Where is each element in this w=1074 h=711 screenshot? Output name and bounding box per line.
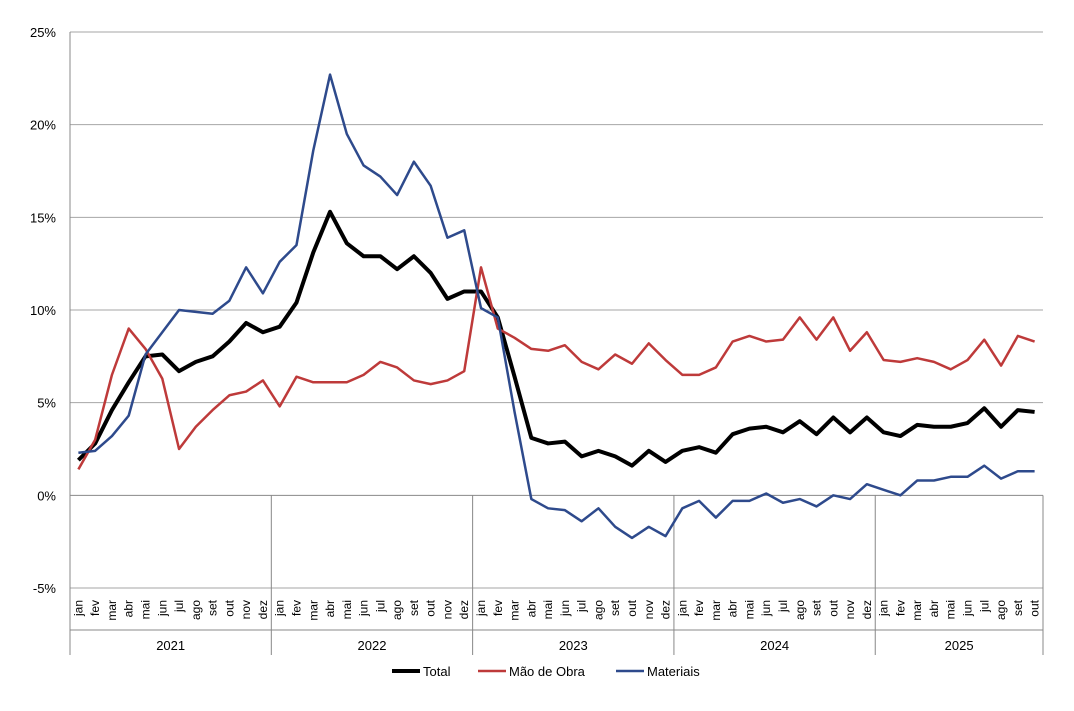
month-label: jun (357, 600, 371, 617)
month-label: set (1011, 599, 1025, 616)
y-tick-label: -5% (33, 581, 57, 596)
month-label: ago (390, 600, 404, 620)
month-label: jan (71, 600, 85, 617)
month-label: mar (508, 600, 522, 621)
y-tick-label: 15% (30, 210, 56, 225)
month-label: jun (558, 600, 572, 617)
month-label: mai (742, 600, 756, 619)
month-label: fev (893, 600, 907, 616)
y-tick-label: 20% (30, 118, 56, 133)
month-label: jan (675, 600, 689, 617)
month-label: jul (575, 600, 589, 613)
month-label: nov (642, 600, 656, 619)
month-label: out (222, 599, 236, 616)
month-label: dez (659, 600, 673, 619)
month-label: fev (88, 600, 102, 616)
month-label: mai (138, 600, 152, 619)
month-label: fev (692, 600, 706, 616)
month-label: jun (961, 600, 975, 617)
year-label: 2021 (156, 638, 185, 653)
year-label: 2024 (760, 638, 789, 653)
month-label: ago (994, 600, 1008, 620)
month-label: abr (323, 600, 337, 617)
month-label: out (1028, 599, 1042, 616)
month-label: fev (491, 600, 505, 616)
legend-label: Mão de Obra (509, 664, 586, 679)
month-label: abr (524, 600, 538, 617)
month-label: mai (944, 600, 958, 619)
year-label: 2022 (358, 638, 387, 653)
month-label: dez (860, 600, 874, 619)
month-label: set (608, 599, 622, 616)
y-tick-label: 0% (37, 488, 56, 503)
month-label: jul (977, 600, 991, 613)
month-label: mar (709, 600, 723, 621)
month-label: jan (474, 600, 488, 617)
series-line-mão-de-obra (77, 266, 1036, 471)
month-label: ago (189, 600, 203, 620)
month-label: nov (239, 600, 253, 619)
month-label: out (625, 599, 639, 616)
month-label: dez (256, 600, 270, 619)
month-label: set (407, 599, 421, 616)
month-label: mai (340, 600, 354, 619)
series-line-materiais (78, 73, 1035, 540)
month-label: abr (726, 600, 740, 617)
month-label: abr (122, 600, 136, 617)
month-label: nov (440, 600, 454, 619)
month-label: out (826, 599, 840, 616)
month-label: fev (289, 600, 303, 616)
month-label: jun (759, 600, 773, 617)
month-label: jan (273, 600, 287, 617)
month-label: jul (776, 600, 790, 613)
legend-label: Materiais (647, 664, 700, 679)
y-tick-label: 25% (30, 25, 56, 40)
legend-label: Total (423, 664, 451, 679)
y-tick-label: 10% (30, 303, 56, 318)
month-label: mar (105, 600, 119, 621)
month-label: abr (927, 600, 941, 617)
month-label: set (810, 599, 824, 616)
month-label: mar (910, 600, 924, 621)
month-label: dez (457, 600, 471, 619)
year-label: 2025 (945, 638, 974, 653)
month-label: jan (877, 600, 891, 617)
month-label: ago (793, 600, 807, 620)
year-label: 2023 (559, 638, 588, 653)
month-label: mai (541, 600, 555, 619)
month-label: jul (373, 600, 387, 613)
series-line-total (76, 209, 1035, 468)
y-tick-label: 5% (37, 396, 56, 411)
month-label: jul (172, 600, 186, 613)
month-label: jun (155, 600, 169, 617)
month-label: mar (306, 600, 320, 621)
month-label: set (206, 599, 220, 616)
month-label: out (424, 599, 438, 616)
month-label: ago (591, 600, 605, 620)
month-label: nov (843, 600, 857, 619)
